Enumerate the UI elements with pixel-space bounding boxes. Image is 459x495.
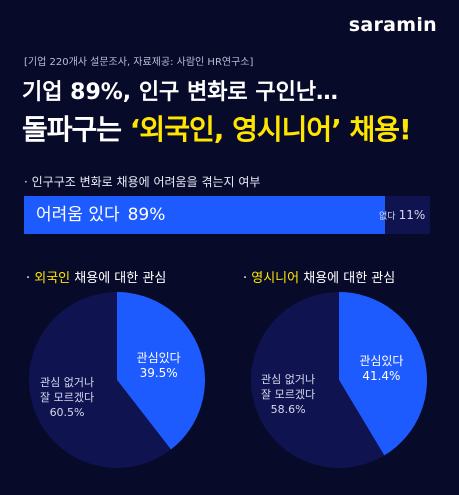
difficulty-bar-chart: 어려움 있다 89% 없다 11% [24,196,430,234]
pie1-title-rest: 채용에 대한 관심 [70,271,167,286]
pie1-slice-1-label-1: 잘 모르겠다 [40,391,94,404]
headline-end: 채용! [340,113,412,146]
pie2-title-highlight: 영시니어 [251,271,300,286]
pie1-title-highlight: 외국인 [34,271,71,286]
bar-no-label: 없다 11% [379,196,425,234]
pie2-slice-0-value: 41.4% [362,369,400,383]
bar-yes-segment [24,196,386,234]
pie2-slice-1-value: 58.6% [271,403,306,416]
pie2-title: · 영시니어 채용에 대한 관심 [243,267,395,286]
pie1-slice-1-value: 60.5% [50,406,85,419]
headline-highlight: ‘외국인, 영시니어’ [129,113,342,146]
pie1-title: · 외국인 채용에 대한 관심 [26,267,166,286]
pie1-slice-0-label-0: 관심있다 [137,351,181,365]
pie2-title-prefix: · [243,271,252,286]
bar-yes-label: 어려움 있다 89% [36,196,165,234]
pie2-slice-0 [339,292,427,456]
headline-line-1: 기업 89%, 인구 변화로 구인난… [22,80,339,105]
headline-line-2: 돌파구는 ‘외국인, 영시니어’ 채용! [22,108,412,148]
bar-no-value: 11% [398,208,426,222]
bar-no-category: 없다 [379,212,396,222]
pie1-slice-1 [29,292,171,468]
pie1-slice-0 [117,292,205,450]
pie1-title-prefix: · [26,271,35,286]
saramin-logo: saramin [348,14,437,36]
pie2-title-rest: 채용에 대한 관심 [299,271,396,286]
bar-yes-value: 89% [127,205,166,225]
pie1-slice-0-value: 39.5% [140,366,178,380]
source-note: [기업 220개사 설문조사, 자료제공: 사람인 HR연구소] [24,57,254,68]
pie1-slice-1-label-0: 관심 없거나 [40,376,94,389]
pie2-slice-0-label-0: 관심있다 [359,354,403,368]
pie2-slice-1-label-0: 관심 없거나 [261,373,315,386]
headline-plain: 돌파구는 [22,113,130,146]
pie2-slice-1 [251,292,385,468]
bar-chart-title: · 인구구조 변화로 채용에 어려움을 겪는지 여부 [24,175,261,189]
pie2-slice-1-label-1: 잘 모르겠다 [261,388,315,401]
bar-yes-category: 어려움 있다 [36,205,120,225]
